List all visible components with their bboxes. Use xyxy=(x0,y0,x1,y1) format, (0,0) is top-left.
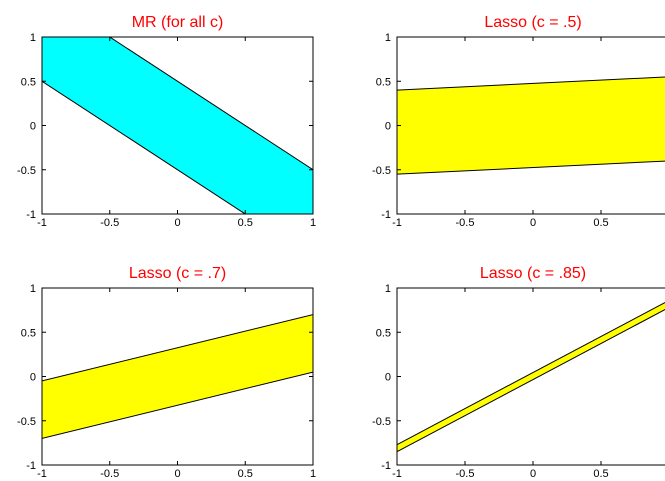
y-tick-label: 1 xyxy=(30,283,36,295)
x-tick-label: -1 xyxy=(392,217,402,229)
x-tick-label: 0.5 xyxy=(238,468,253,480)
y-tick-label: 1 xyxy=(30,32,36,44)
upper-line xyxy=(42,314,313,382)
band-fill xyxy=(397,302,665,452)
y-tick-label: 0.5 xyxy=(21,327,36,339)
y-tick-label: -0.5 xyxy=(17,416,36,428)
chart-title: Lasso (c = .5) xyxy=(484,14,581,31)
band-fill xyxy=(397,77,665,175)
x-tick-label: 1 xyxy=(310,217,316,229)
y-tick-label: 0 xyxy=(30,372,36,384)
x-tick-label: 0.5 xyxy=(238,217,253,229)
x-tick-label: 0.5 xyxy=(593,217,608,229)
x-tick-label: 0.5 xyxy=(593,468,608,480)
y-tick-label: -1 xyxy=(26,209,36,221)
x-tick-label: 0 xyxy=(174,468,180,480)
x-tick-label: -0.5 xyxy=(100,217,119,229)
x-tick-label: 0 xyxy=(530,468,536,480)
y-tick-label: -0.5 xyxy=(372,416,391,428)
x-tick-label: 0 xyxy=(174,217,180,229)
upper-line xyxy=(397,301,665,446)
x-tick-label: -1 xyxy=(37,217,47,229)
x-tick-label: -1 xyxy=(37,468,47,480)
x-tick-label: 0 xyxy=(530,217,536,229)
band-fill xyxy=(42,37,313,214)
y-tick-label: -1 xyxy=(381,209,391,221)
y-tick-label: -1 xyxy=(26,460,36,472)
y-tick-label: 1 xyxy=(385,283,391,295)
plot-area xyxy=(397,301,665,453)
x-tick-label: -0.5 xyxy=(456,217,475,229)
y-tick-label: 0 xyxy=(30,121,36,133)
lower-line xyxy=(397,160,665,175)
lower-line xyxy=(42,80,247,214)
y-tick-label: -0.5 xyxy=(17,165,36,177)
y-tick-label: -0.5 xyxy=(372,165,391,177)
x-tick-label: -0.5 xyxy=(456,468,475,480)
x-tick-label: 1 xyxy=(310,468,316,480)
chart-title: Lasso (c = .85) xyxy=(480,265,586,282)
band-fill xyxy=(42,314,313,439)
y-tick-label: -1 xyxy=(381,460,391,472)
upper-line xyxy=(397,76,665,91)
lower-line xyxy=(397,309,665,453)
plot-area xyxy=(397,76,665,175)
lower-line xyxy=(42,371,313,439)
y-tick-label: 0 xyxy=(385,372,391,384)
y-tick-label: 0.5 xyxy=(21,76,36,88)
x-tick-label: -1 xyxy=(392,468,402,480)
x-tick-label: -0.5 xyxy=(100,468,119,480)
y-tick-label: 0.5 xyxy=(376,76,391,88)
plot-area xyxy=(42,37,313,214)
y-tick-label: 0.5 xyxy=(376,327,391,339)
plot-area xyxy=(42,314,313,439)
y-tick-label: 0 xyxy=(385,121,391,133)
upper-line xyxy=(108,37,313,171)
y-tick-label: 1 xyxy=(385,32,391,44)
chart-title: MR (for all c) xyxy=(132,14,224,31)
chart-title: Lasso (c = .7) xyxy=(129,265,226,282)
